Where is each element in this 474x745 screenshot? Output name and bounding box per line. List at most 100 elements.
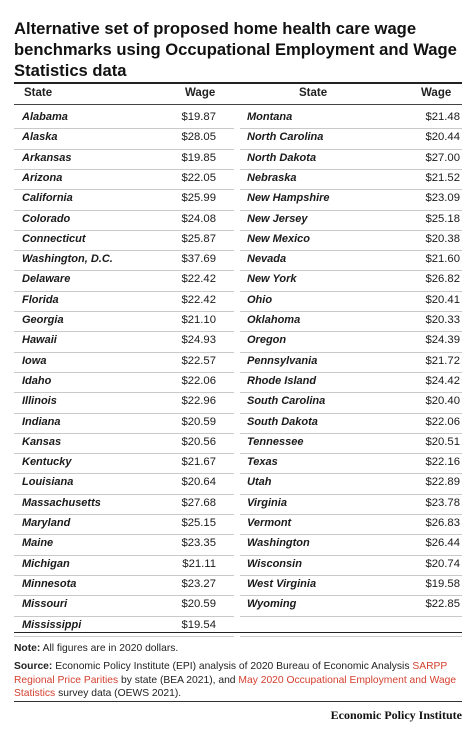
state-cell: Vermont — [247, 517, 292, 529]
row-divider — [14, 250, 234, 252]
wage-cell: $19.87 — [181, 111, 216, 123]
wage-cell: $22.42 — [181, 273, 216, 286]
row-divider — [240, 209, 462, 211]
row-divider — [240, 270, 462, 272]
row-divider — [14, 432, 234, 434]
wage-cell: $22.06 — [181, 374, 216, 387]
wage-cell: $20.33 — [425, 314, 460, 326]
wage-cell: $28.05 — [181, 131, 216, 144]
wage-cell: $19.54 — [181, 618, 216, 631]
wage-cell: $22.42 — [181, 293, 216, 306]
row-divider — [240, 493, 462, 495]
state-cell: Louisiana — [22, 476, 74, 489]
sarpp-link[interactable]: SARPP — [412, 661, 448, 673]
row-divider — [14, 514, 234, 515]
source-line-3: Statistics survey data (OEWS 2021). — [14, 687, 462, 700]
state-cell: Oregon — [247, 334, 287, 347]
row-divider — [240, 473, 462, 475]
wage-cell: $21.11 — [182, 557, 216, 570]
wage-cell: $23.27 — [181, 577, 216, 590]
row-divider — [14, 453, 234, 455]
row-divider — [14, 168, 234, 170]
wage-cell: $26.44 — [425, 537, 460, 550]
row-divider — [14, 412, 234, 414]
state-cell: Tennessee — [247, 435, 304, 448]
row-divider — [240, 534, 462, 536]
row-divider — [14, 209, 234, 211]
wage-cell: $20.74 — [425, 557, 460, 570]
note-label: Note: — [14, 643, 41, 654]
wage-cell: $26.83 — [425, 517, 460, 529]
state-cell: Missouri — [22, 598, 68, 611]
wage-cell: $20.59 — [181, 415, 216, 428]
title-line-1: Alternative set of proposed home health … — [14, 19, 417, 38]
wage-cell: $21.72 — [425, 354, 460, 367]
row-divider — [240, 128, 462, 130]
row-divider — [14, 270, 234, 272]
footer-rule — [14, 701, 462, 702]
note-text: All figures are in 2020 dollars. — [42, 643, 179, 654]
wage-cell: $27.68 — [181, 496, 216, 509]
wage-cell: $21.48 — [425, 111, 460, 123]
row-divider — [14, 554, 234, 556]
title-line-2: benchmarks using Occupational Employment… — [14, 40, 457, 59]
wage-cell: $22.06 — [425, 415, 460, 428]
wage-cell: $21.67 — [181, 456, 216, 469]
wage-cell: $20.38 — [425, 232, 460, 245]
state-cell: Mississippi — [22, 618, 82, 631]
header-top-rule — [14, 82, 462, 84]
state-cell: Pennsylvania — [247, 354, 318, 367]
notes-block: Note: All figures are in 2020 dollars. S… — [14, 642, 462, 701]
row-divider — [14, 189, 234, 191]
row-divider — [240, 351, 462, 353]
wage-cell: $37.69 — [181, 253, 216, 266]
state-cell: New Hampshire — [247, 192, 330, 205]
state-cell: Rhode Island — [247, 374, 317, 387]
state-cell: Colorado — [22, 212, 71, 225]
row-divider — [14, 493, 234, 495]
wage-cell: $20.59 — [181, 598, 216, 611]
state-cell: Washington — [247, 537, 310, 550]
row-divider — [240, 615, 462, 617]
state-cell: Nebraska — [247, 171, 297, 184]
title-line-3: Statistics data — [14, 61, 127, 80]
wage-cell: $21.60 — [425, 253, 460, 266]
wage-cell: $19.85 — [181, 151, 216, 164]
state-cell: Washington, D.C. — [22, 253, 113, 266]
left-state-header: State — [24, 87, 53, 99]
row-divider — [14, 392, 234, 394]
regional-price-parities-link[interactable]: Regional Price Parities — [14, 674, 119, 686]
state-cell: South Carolina — [247, 395, 326, 408]
state-cell: Wyoming — [247, 598, 297, 611]
state-cell: West Virginia — [247, 577, 317, 590]
wage-cell: $22.16 — [425, 456, 460, 469]
wage-cell: $23.35 — [181, 537, 216, 550]
statistics-link[interactable]: Statistics — [14, 688, 56, 700]
state-cell: Illinois — [22, 395, 57, 408]
oews-link[interactable]: May 2020 Occupational Employment and Wag… — [238, 674, 457, 686]
state-cell: Montana — [247, 111, 293, 123]
row-divider — [14, 128, 234, 130]
wage-cell: $24.93 — [181, 334, 216, 347]
wage-cell: $21.52 — [425, 171, 460, 184]
state-cell: Georgia — [22, 314, 64, 326]
row-divider — [240, 331, 462, 333]
row-divider — [240, 635, 462, 637]
row-divider — [240, 554, 462, 556]
note-line: Note: All figures are in 2020 dollars. — [14, 642, 462, 655]
row-divider — [240, 574, 462, 576]
wage-cell: $24.39 — [425, 334, 460, 347]
wage-cell: $25.87 — [181, 232, 216, 245]
row-divider — [14, 473, 234, 475]
wage-cell: $24.42 — [425, 374, 460, 387]
state-cell: New Jersey — [247, 212, 308, 225]
state-cell: Hawaii — [22, 334, 57, 347]
row-divider — [14, 148, 234, 150]
row-divider — [240, 290, 462, 292]
figure-title: Alternative set of proposed home health … — [14, 18, 462, 81]
source-line-1: Source: Economic Policy Institute (EPI) … — [14, 660, 462, 673]
row-divider — [14, 534, 234, 536]
state-cell: Indiana — [22, 415, 61, 428]
wage-cell: $20.40 — [425, 395, 460, 408]
